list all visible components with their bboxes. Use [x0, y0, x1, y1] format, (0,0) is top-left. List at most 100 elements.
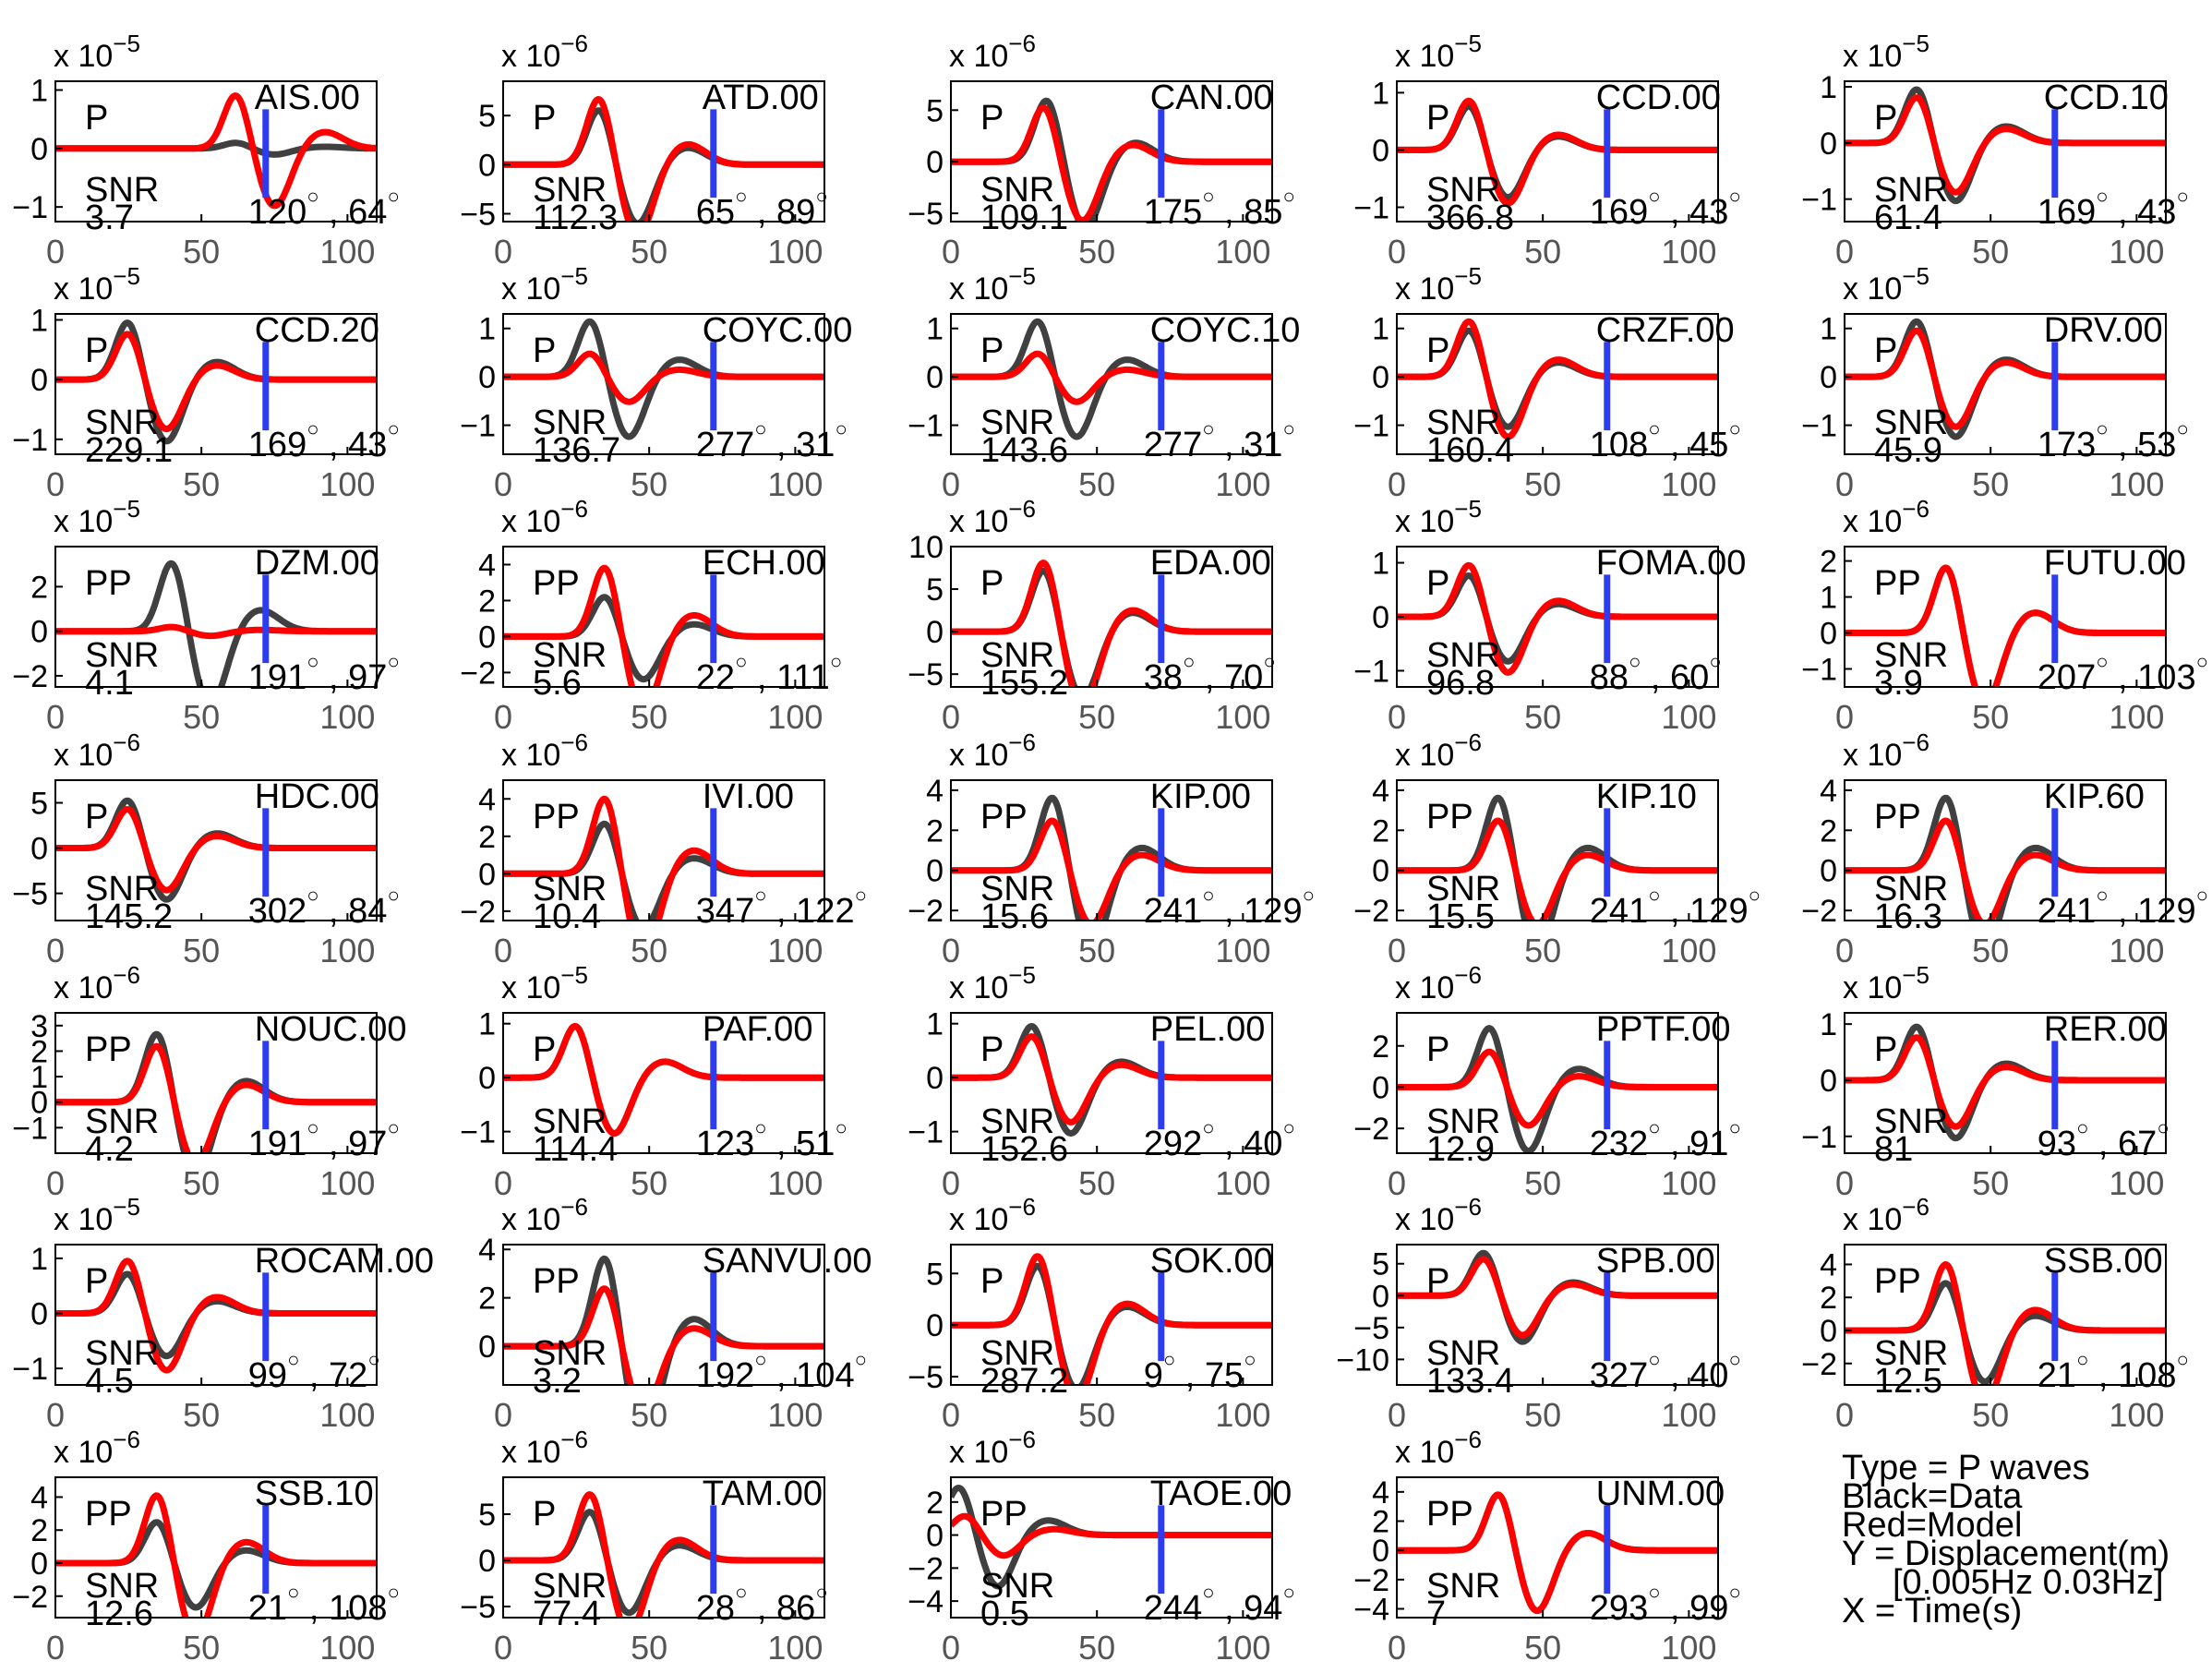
station-label: SANVU.00 — [703, 1242, 872, 1281]
phase-label: P — [533, 99, 556, 138]
azimuth-distance-label: 22○ , 111○ — [696, 650, 842, 697]
snr-value: 155.2 — [980, 664, 1068, 703]
x-tick-label: 50 — [631, 698, 667, 736]
x-tick-label: 50 — [631, 465, 667, 503]
model-trace — [951, 104, 1272, 222]
panel-frame — [502, 779, 825, 921]
y-exponent-label: x 10−5 — [949, 262, 1036, 307]
legend-model: Red=Model — [1842, 1506, 2023, 1545]
x-tick-label: 50 — [1524, 1164, 1561, 1202]
snr-label: SNR — [980, 403, 1054, 442]
azimuth-distance-label: 277○ , 31○ — [696, 417, 848, 464]
x-tick-label: 0 — [1835, 698, 1854, 736]
x-tick-label: 0 — [942, 1629, 960, 1667]
y-tick-label: −5 — [460, 197, 496, 232]
y-tick-label: 5 — [478, 1498, 496, 1533]
model-trace — [503, 564, 824, 687]
station-label: COYC.00 — [703, 311, 853, 350]
x-tick-label: 50 — [183, 932, 220, 969]
y-tick-label: 1 — [926, 1007, 944, 1042]
x-tick-label: 100 — [767, 1396, 823, 1434]
y-tick-label: −1 — [1353, 409, 1389, 444]
snr-value: 0.5 — [980, 1595, 1029, 1633]
y-tick-label: 2 — [1820, 813, 1837, 849]
phase-label: PP — [1426, 1495, 1473, 1534]
snr-label: SNR — [1874, 403, 1948, 442]
snr-value: 12.6 — [85, 1595, 153, 1633]
x-tick-label: 50 — [631, 233, 667, 271]
x-tick-label: 100 — [2109, 698, 2164, 736]
phase-label: PP — [85, 564, 132, 603]
y-tick-label: 1 — [30, 74, 48, 109]
y-tick-label: −1 — [12, 1111, 48, 1146]
azimuth-distance-label: 21○ , 108○ — [248, 1581, 400, 1628]
model-trace — [1845, 327, 2166, 430]
y-tick-label: −2 — [1353, 1563, 1389, 1598]
y-tick-label: 0 — [30, 1086, 48, 1121]
y-tick-label: −2 — [1353, 1112, 1389, 1147]
azimuth-distance-label: 191○ , 97○ — [248, 1116, 400, 1163]
x-tick-label: 0 — [1388, 233, 1406, 271]
x-tick-label: 0 — [46, 465, 65, 503]
x-tick-label: 50 — [1524, 465, 1561, 503]
snr-value: 16.3 — [1874, 897, 1942, 936]
x-tick-label: 0 — [1388, 1629, 1406, 1667]
snr-value: 143.6 — [980, 431, 1068, 470]
y-tick-label: 0 — [1820, 1314, 1837, 1349]
x-tick-label: 100 — [319, 698, 375, 736]
snr-value: 145.2 — [85, 897, 173, 936]
station-label: SSB.00 — [2044, 1242, 2163, 1281]
panel-frame — [1844, 779, 2167, 921]
snr-label: SNR — [85, 636, 159, 675]
station-label: HDC.00 — [255, 777, 379, 816]
x-tick-label: 50 — [1078, 1396, 1115, 1434]
x-tick-label: 0 — [1835, 1396, 1854, 1434]
y-tick-label: 0 — [1820, 126, 1837, 162]
panel-frame — [1844, 80, 2167, 223]
model-trace — [503, 1491, 824, 1618]
azimuth-distance-label: 169○ , 43○ — [2038, 185, 2189, 232]
y-tick-label: 0 — [30, 615, 48, 650]
panel-frame — [950, 313, 1273, 455]
model-trace — [55, 331, 377, 433]
y-tick-label: −1 — [12, 190, 48, 225]
x-tick-label: 0 — [1388, 1164, 1406, 1202]
snr-value: 152.6 — [980, 1130, 1068, 1169]
y-tick-label: 1 — [1372, 76, 1389, 111]
y-tick-label: 5 — [926, 572, 944, 608]
x-tick-label: 50 — [631, 1396, 667, 1434]
snr-value: 4.1 — [85, 664, 134, 703]
x-tick-label: 0 — [1835, 932, 1854, 969]
y-tick-label: 5 — [30, 787, 48, 822]
azimuth-distance-label: 302○ , 84○ — [248, 884, 400, 931]
azimuth-distance-label: 28○ , 86○ — [696, 1581, 828, 1628]
x-tick-label: 100 — [767, 1629, 823, 1667]
x-tick-label: 100 — [1661, 1164, 1716, 1202]
panel-frame — [502, 313, 825, 455]
snr-label: SNR — [1426, 1567, 1500, 1606]
y-tick-label: 0 — [926, 360, 944, 395]
y-tick-label: 2 — [1372, 813, 1389, 849]
y-tick-label: 0 — [1372, 600, 1389, 635]
y-tick-label: 0 — [30, 1547, 48, 1582]
panel-frame — [502, 1244, 825, 1386]
snr-label: SNR — [1426, 1102, 1500, 1141]
y-exponent-label: x 10−5 — [1843, 262, 1929, 307]
y-tick-label: −4 — [908, 1584, 944, 1619]
phase-label: P — [980, 99, 1004, 138]
phase-label: P — [980, 331, 1004, 370]
x-tick-label: 50 — [631, 1164, 667, 1202]
x-tick-label: 50 — [1524, 1396, 1561, 1434]
azimuth-distance-label: 292○ , 40○ — [1144, 1116, 1295, 1163]
y-exponent-label: x 10−6 — [949, 1426, 1036, 1470]
station-label: ECH.00 — [703, 544, 825, 583]
x-tick-label: 0 — [942, 1164, 960, 1202]
model-trace — [951, 1253, 1272, 1385]
snr-label: SNR — [533, 1567, 607, 1606]
x-tick-label: 0 — [46, 1164, 65, 1202]
y-tick-label: 0 — [1820, 1064, 1837, 1099]
y-tick-label: −2 — [460, 895, 496, 930]
y-exponent-label: x 10−6 — [1843, 728, 1929, 773]
legend-band: [0.005Hz 0.03Hz] — [1893, 1563, 2164, 1602]
